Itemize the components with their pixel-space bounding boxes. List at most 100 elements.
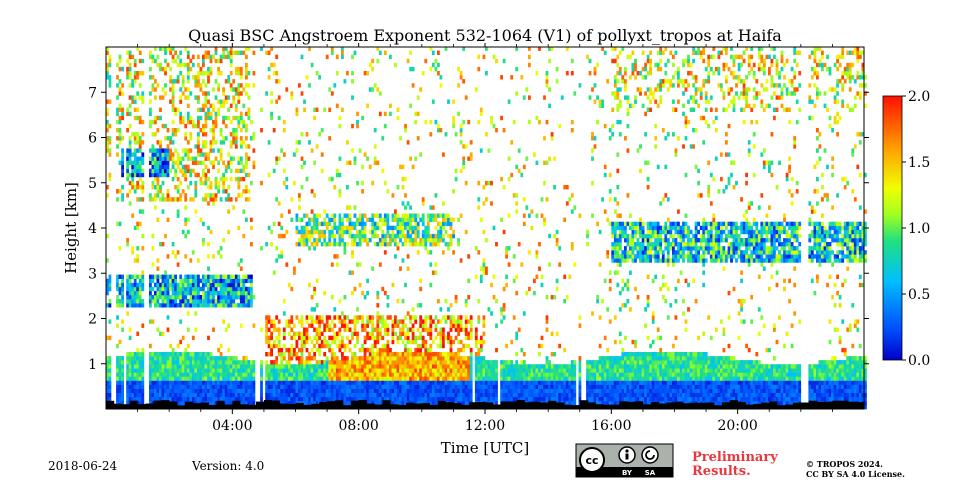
heatmap-cell — [517, 372, 521, 377]
heatmap-cell — [136, 197, 140, 202]
heatmap-cell — [474, 380, 478, 385]
heatmap-cell — [492, 123, 496, 129]
heatmap-cell — [159, 290, 162, 296]
heatmap-cell — [234, 168, 238, 174]
heatmap-cell — [333, 372, 337, 377]
heatmap-cell — [346, 140, 349, 145]
heatmap-cell — [298, 360, 301, 365]
heatmap-cell — [181, 384, 185, 389]
heatmap-cell — [383, 319, 387, 324]
heatmap-cell — [229, 388, 233, 393]
heatmap-cell — [479, 347, 483, 353]
heatmap-cell — [126, 352, 129, 357]
heatmap-cell — [171, 299, 175, 304]
heatmap-cell — [209, 229, 213, 235]
heatmap-cell — [247, 396, 251, 402]
heatmap-cell — [538, 388, 541, 393]
heatmap-cell — [141, 246, 145, 251]
heatmap-cell — [224, 54, 228, 60]
heatmap-cell — [409, 315, 412, 320]
heatmap-cell — [343, 295, 347, 300]
heatmap-cell — [485, 46, 488, 51]
heatmap-cell — [184, 376, 188, 381]
heatmap-cell — [245, 111, 248, 117]
heatmap-cell — [320, 221, 324, 227]
heatmap-cell — [515, 164, 519, 170]
heatmap-cell — [154, 132, 157, 137]
heatmap-cell — [222, 295, 225, 300]
heatmap-cell — [161, 168, 165, 174]
heatmap-cell — [361, 115, 364, 121]
heatmap-cell — [437, 233, 440, 239]
heatmap-cell — [118, 368, 122, 373]
heatmap-cell — [341, 54, 344, 60]
heatmap-cell — [227, 229, 231, 235]
heatmap-cell — [197, 136, 200, 141]
heatmap-cell — [533, 396, 536, 402]
heatmap-cell — [272, 368, 276, 373]
heatmap-cell — [229, 368, 233, 373]
heatmap-cell — [411, 356, 415, 361]
heatmap-cell — [126, 400, 129, 406]
heatmap-cell — [335, 392, 339, 398]
heatmap-cell — [234, 360, 238, 365]
heatmap-cell — [166, 282, 170, 288]
heatmap-cell — [490, 201, 493, 206]
plot-area — [105, 46, 867, 410]
heatmap-cell — [368, 384, 372, 389]
heatmap-cell — [186, 360, 190, 365]
heatmap-cell — [229, 71, 233, 76]
heatmap-cell — [421, 238, 425, 243]
heatmap-cell — [121, 185, 124, 190]
heatmap-cell — [308, 83, 311, 88]
heatmap-cell — [106, 396, 109, 402]
heatmap-cell — [138, 58, 142, 64]
heatmap-cell — [133, 356, 137, 361]
heatmap-cell — [106, 335, 109, 341]
heatmap-cell — [136, 185, 140, 190]
heatmap-cell — [159, 274, 162, 279]
heatmap-cell — [495, 380, 498, 385]
heatmap-cell — [234, 197, 238, 202]
heatmap-cell — [462, 360, 466, 365]
heatmap-cell — [181, 400, 185, 406]
heatmap-cell — [373, 368, 377, 373]
heatmap-cell — [399, 229, 402, 235]
heatmap-cell — [394, 368, 397, 373]
heatmap-cell — [414, 238, 418, 243]
heatmap-cell — [474, 343, 478, 349]
heatmap-cell — [431, 352, 435, 357]
heatmap-cell — [353, 315, 357, 320]
heatmap-cell — [555, 79, 559, 84]
heatmap-cell — [333, 238, 337, 243]
heatmap-cell — [131, 160, 135, 165]
heatmap-cell — [227, 107, 231, 112]
heatmap-cell — [118, 221, 122, 227]
heatmap-cell — [310, 315, 314, 320]
heatmap-cell — [315, 360, 319, 365]
heatmap-cell — [136, 364, 140, 369]
heatmap-cell — [285, 323, 289, 328]
heatmap-cell — [250, 380, 253, 385]
heatmap-cell — [409, 229, 412, 235]
heatmap-cell — [416, 250, 420, 255]
heatmap-cell — [444, 299, 448, 304]
heatmap-cell — [323, 323, 327, 328]
heatmap-cell — [293, 388, 296, 393]
heatmap-cell — [305, 372, 309, 377]
heatmap-cell — [154, 172, 157, 178]
heatmap-cell — [126, 176, 129, 182]
heatmap-cell — [128, 380, 132, 385]
heatmap-cell — [212, 160, 215, 165]
heatmap-cell — [313, 213, 316, 218]
heatmap-cell — [219, 372, 223, 377]
heatmap-cell — [154, 364, 157, 369]
heatmap-cell — [181, 278, 185, 284]
heatmap-cell — [242, 376, 246, 381]
heatmap-cell — [214, 176, 218, 182]
heatmap-cell — [404, 176, 407, 182]
heatmap-cell — [277, 352, 281, 357]
heatmap-cell — [141, 380, 145, 385]
heatmap-cell — [133, 388, 137, 393]
heatmap-cell — [530, 368, 534, 373]
